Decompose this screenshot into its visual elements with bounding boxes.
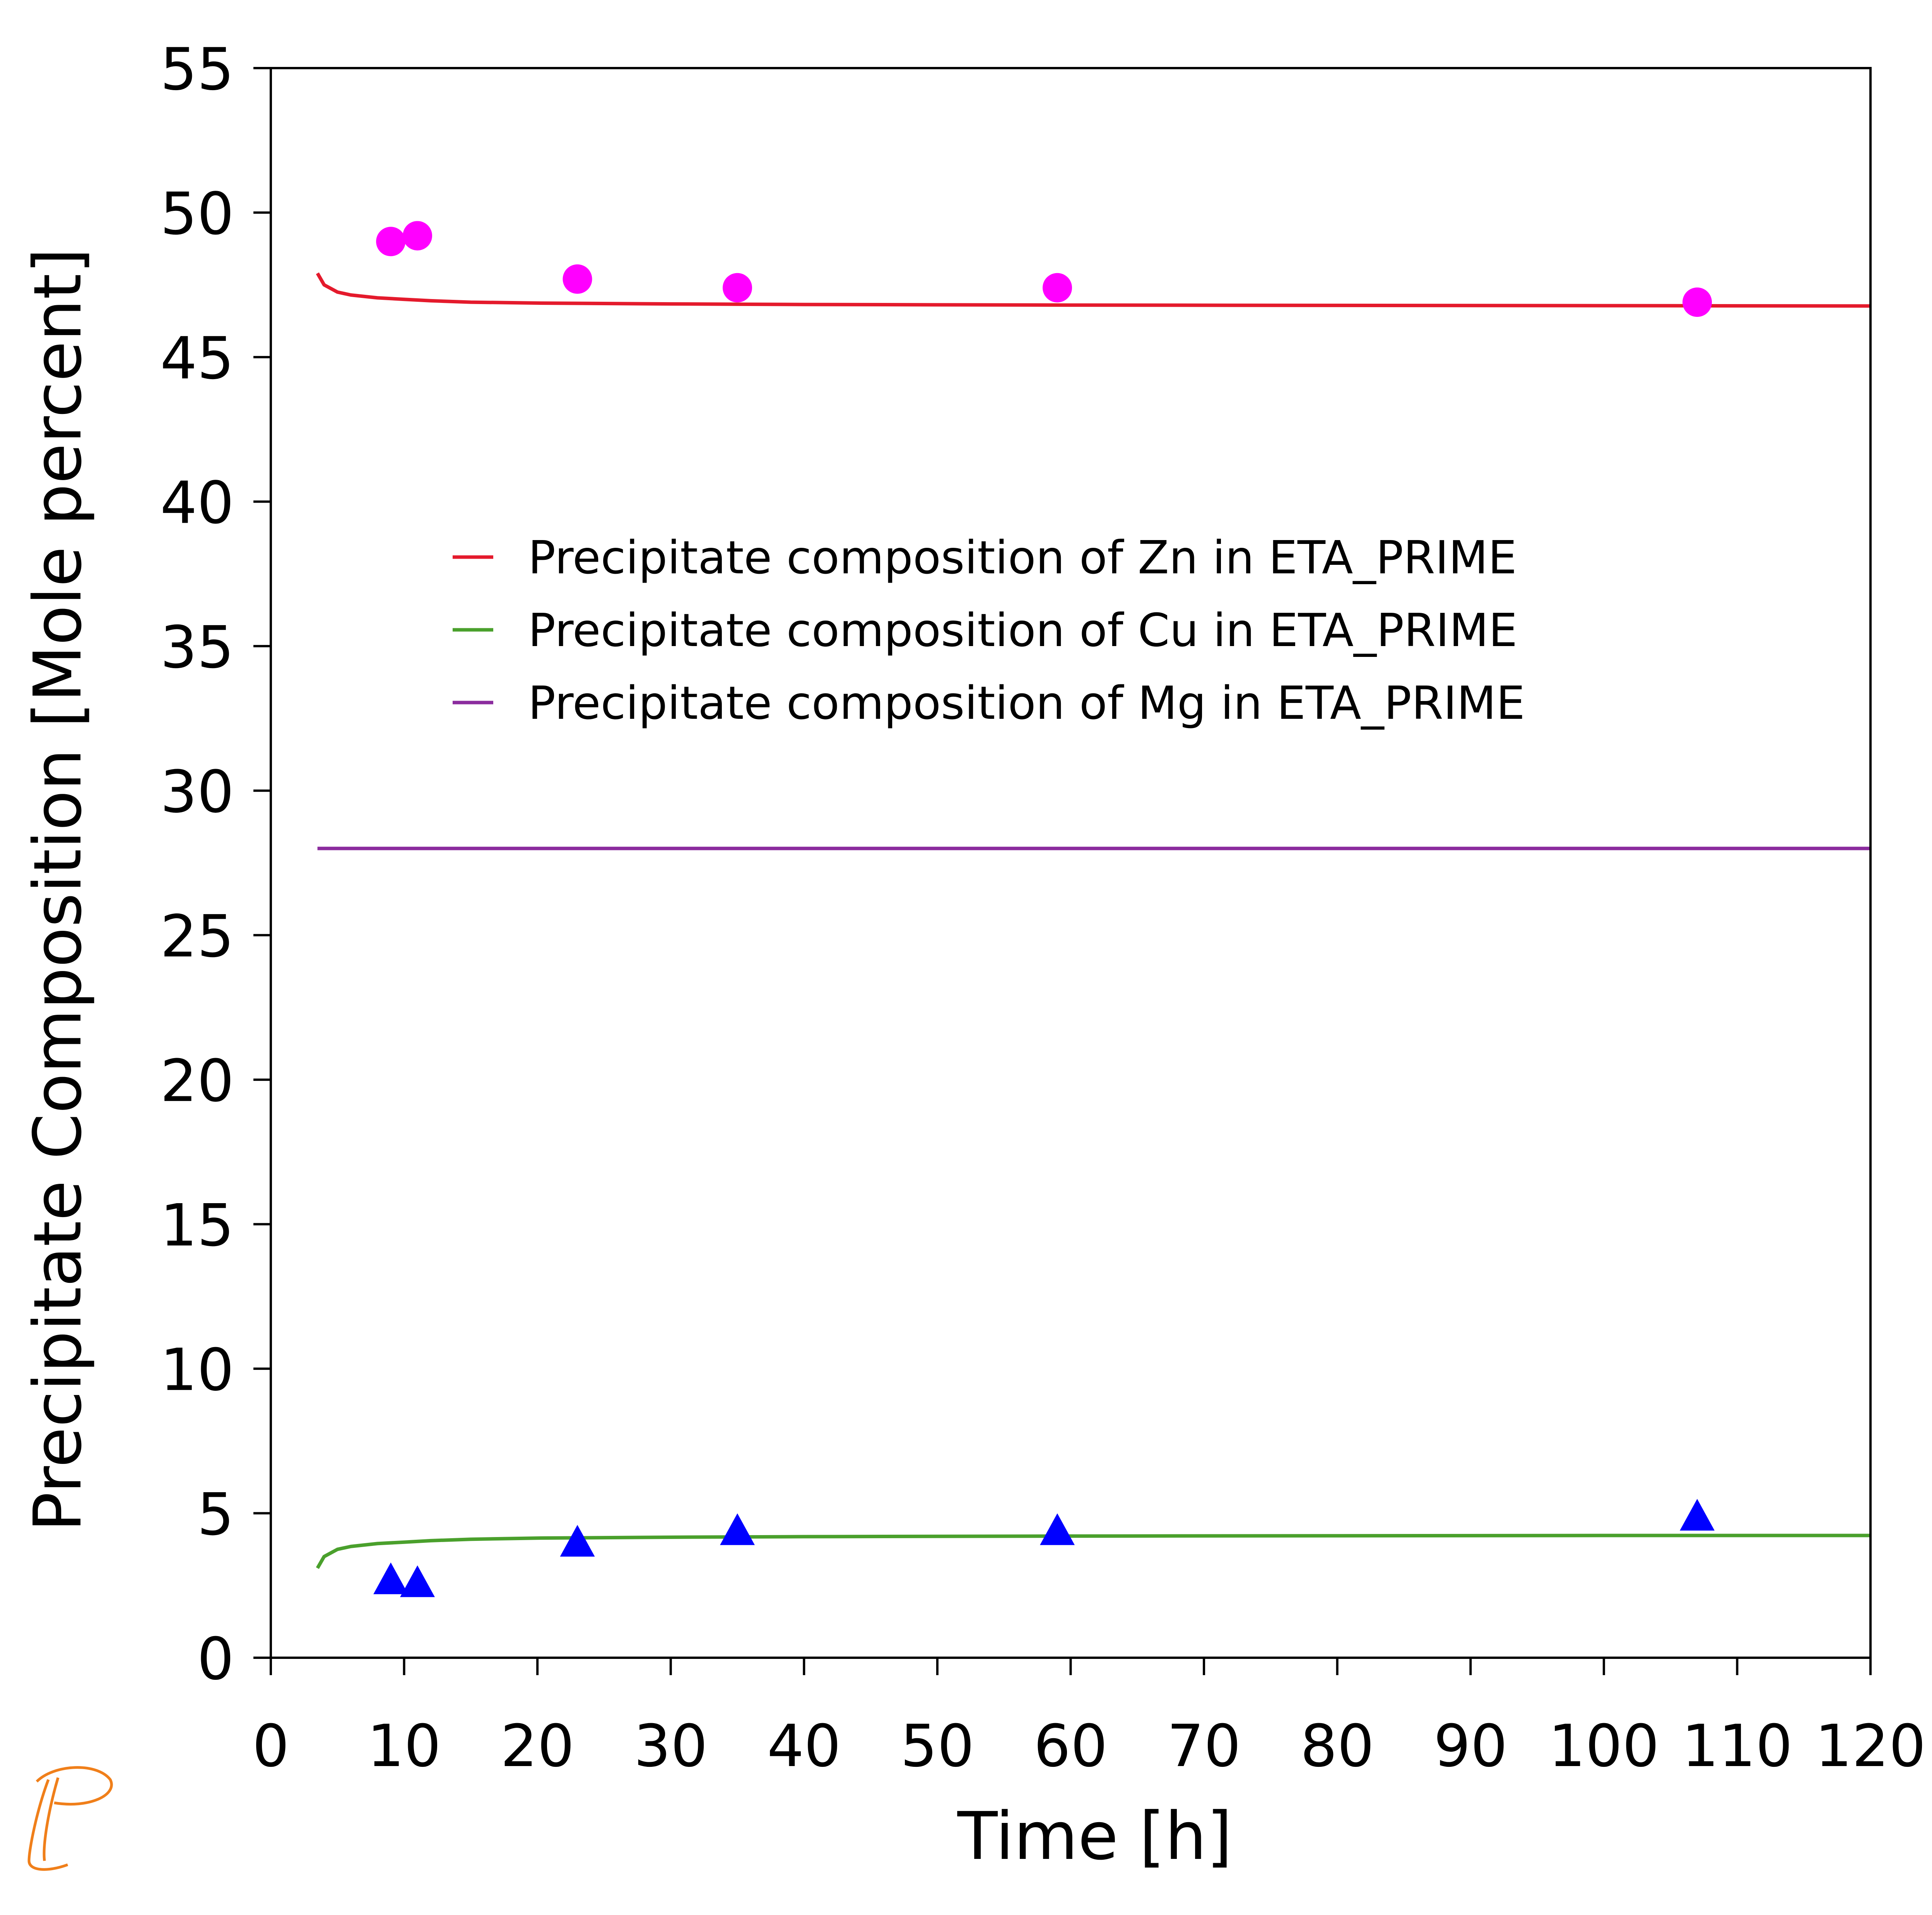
legend-label: Precipitate composition of Cu in ETA_PRI… xyxy=(528,604,1517,657)
y-tick-label: 45 xyxy=(160,325,234,392)
data-point-triangle xyxy=(1680,1499,1715,1531)
data-point-circle xyxy=(403,221,433,251)
data-point-circle xyxy=(1043,273,1072,303)
y-tick-label: 30 xyxy=(160,759,234,826)
y-tick-label: 20 xyxy=(160,1048,234,1115)
y-axis: 0 5 10 15 20 25 30 35 40 45 50 55 xyxy=(160,36,271,1693)
data-point-triangle xyxy=(1040,1513,1075,1545)
data-point-circle xyxy=(376,227,406,256)
legend: Precipitate composition of Zn in ETA_PRI… xyxy=(453,531,1525,730)
data-point-triangle xyxy=(400,1565,435,1597)
data-point-circle xyxy=(723,273,752,303)
y-tick-label: 40 xyxy=(160,470,234,537)
x-tick-label: 60 xyxy=(1034,1713,1108,1780)
y-axis-title: Precipitate Composition [Mole percent] xyxy=(20,248,96,1532)
x-tick-label: 40 xyxy=(767,1713,841,1780)
legend-label: Precipitate composition of Mg in ETA_PRI… xyxy=(528,676,1525,730)
y-tick-label: 5 xyxy=(197,1481,234,1548)
data-point-circle xyxy=(1682,287,1712,317)
data-point-triangle xyxy=(720,1513,755,1545)
x-tick-label: 30 xyxy=(634,1713,708,1780)
y-tick-label: 0 xyxy=(197,1626,234,1693)
y-tick-label: 10 xyxy=(160,1337,234,1404)
marker-layer xyxy=(373,221,1715,1597)
series-line-1 xyxy=(316,1534,1870,1569)
x-tick-label: 100 xyxy=(1549,1713,1659,1780)
y-tick-label: 15 xyxy=(160,1192,234,1259)
x-tick-label: 50 xyxy=(900,1713,974,1780)
x-tick-label: 70 xyxy=(1167,1713,1241,1780)
y-tick-label: 35 xyxy=(160,614,234,681)
thermo-calc-logo xyxy=(27,1766,113,1871)
x-tick-label: 90 xyxy=(1434,1713,1508,1780)
x-tick-label: 20 xyxy=(501,1713,574,1780)
legend-label: Precipitate composition of Zn in ETA_PRI… xyxy=(528,531,1517,584)
x-tick-label: 10 xyxy=(367,1713,441,1780)
x-tick-label: 80 xyxy=(1300,1713,1374,1780)
y-tick-label: 50 xyxy=(160,181,234,248)
x-tick-label: 110 xyxy=(1682,1713,1792,1780)
series-line-0 xyxy=(316,272,1871,308)
x-axis: 0 10 20 30 40 50 60 70 80 90 100 110 120 xyxy=(252,1658,1926,1780)
x-tick-label: 120 xyxy=(1815,1713,1926,1780)
data-point-triangle xyxy=(373,1562,409,1594)
y-tick-label: 25 xyxy=(160,903,234,970)
data-point-triangle xyxy=(560,1525,595,1557)
x-axis-title: Time [h] xyxy=(957,1798,1232,1875)
y-tick-label: 55 xyxy=(160,36,234,103)
data-point-circle xyxy=(563,264,592,294)
x-tick-label: 0 xyxy=(252,1713,289,1780)
series-layer xyxy=(316,272,1871,1569)
